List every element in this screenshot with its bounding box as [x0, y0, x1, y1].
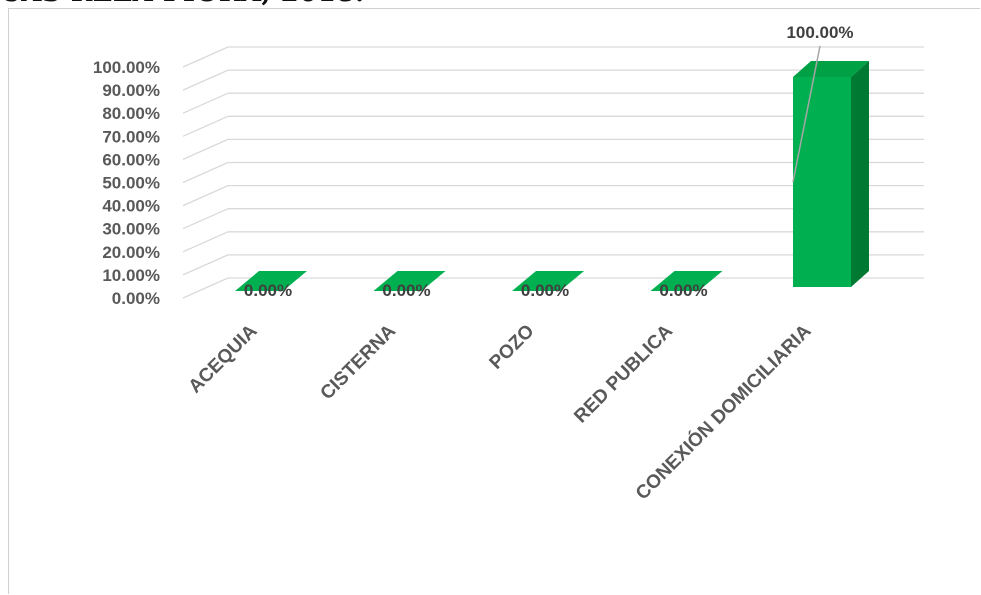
y-tick-label: 60.00%	[102, 150, 160, 169]
bars	[235, 61, 869, 291]
bar-top	[373, 271, 446, 291]
bar-top	[650, 271, 723, 291]
y-axis-ticks: 0.00% 10.00% 20.00% 30.00% 40.00% 50.00% 60.00…	[93, 58, 160, 308]
y-tick-label: 0.00%	[112, 289, 160, 308]
data-label: 0.00%	[659, 281, 707, 300]
bar-top	[793, 61, 869, 77]
bar-top	[235, 271, 307, 291]
gridline-diagonal	[182, 254, 229, 276]
gridline-diagonal	[182, 115, 229, 137]
gridline-diagonal	[182, 231, 229, 253]
x-category-label: RED PUBLICA	[570, 320, 677, 427]
y-tick-label: 10.00%	[102, 266, 160, 285]
x-category-label: ACEQUIA	[185, 320, 262, 397]
y-tick-label: 40.00%	[102, 197, 160, 216]
y-tick-label: 50.00%	[102, 174, 160, 193]
y-tick-label: 100.00%	[93, 58, 160, 77]
bar-front	[793, 77, 851, 287]
data-label: 0.00%	[521, 281, 569, 300]
y-tick-label: 20.00%	[102, 243, 160, 262]
page-heading: CAS REZA PIURA, 2018.	[0, 0, 981, 8]
y-tick-label: 80.00%	[102, 104, 160, 123]
gridline-diagonal	[182, 277, 229, 299]
gridline-diagonal	[182, 161, 229, 184]
data-label: 0.00%	[244, 281, 292, 300]
bar-top	[512, 271, 584, 291]
gridline-diagonal	[182, 138, 229, 160]
gridline-diagonal	[182, 69, 229, 91]
chart-frame	[8, 8, 980, 594]
gridline-diagonal	[182, 208, 229, 230]
x-category-label: POZO	[486, 321, 539, 374]
y-tick-label: 90.00%	[102, 81, 160, 100]
data-label: 0.00%	[382, 281, 430, 300]
gridline-diagonal	[182, 92, 229, 114]
y-tick-label: 70.00%	[102, 127, 160, 146]
data-label: 100.00%	[786, 23, 853, 42]
gridline-diagonal	[182, 46, 229, 68]
y-tick-label: 30.00%	[102, 220, 160, 239]
leader-line	[792, 45, 821, 183]
x-category-label: CISTERNA	[317, 320, 401, 404]
data-labels: 0.00% 0.00% 0.00% 0.00% 100.00%	[244, 23, 854, 300]
gridline-diagonal	[182, 185, 229, 207]
bar-side	[851, 61, 869, 287]
